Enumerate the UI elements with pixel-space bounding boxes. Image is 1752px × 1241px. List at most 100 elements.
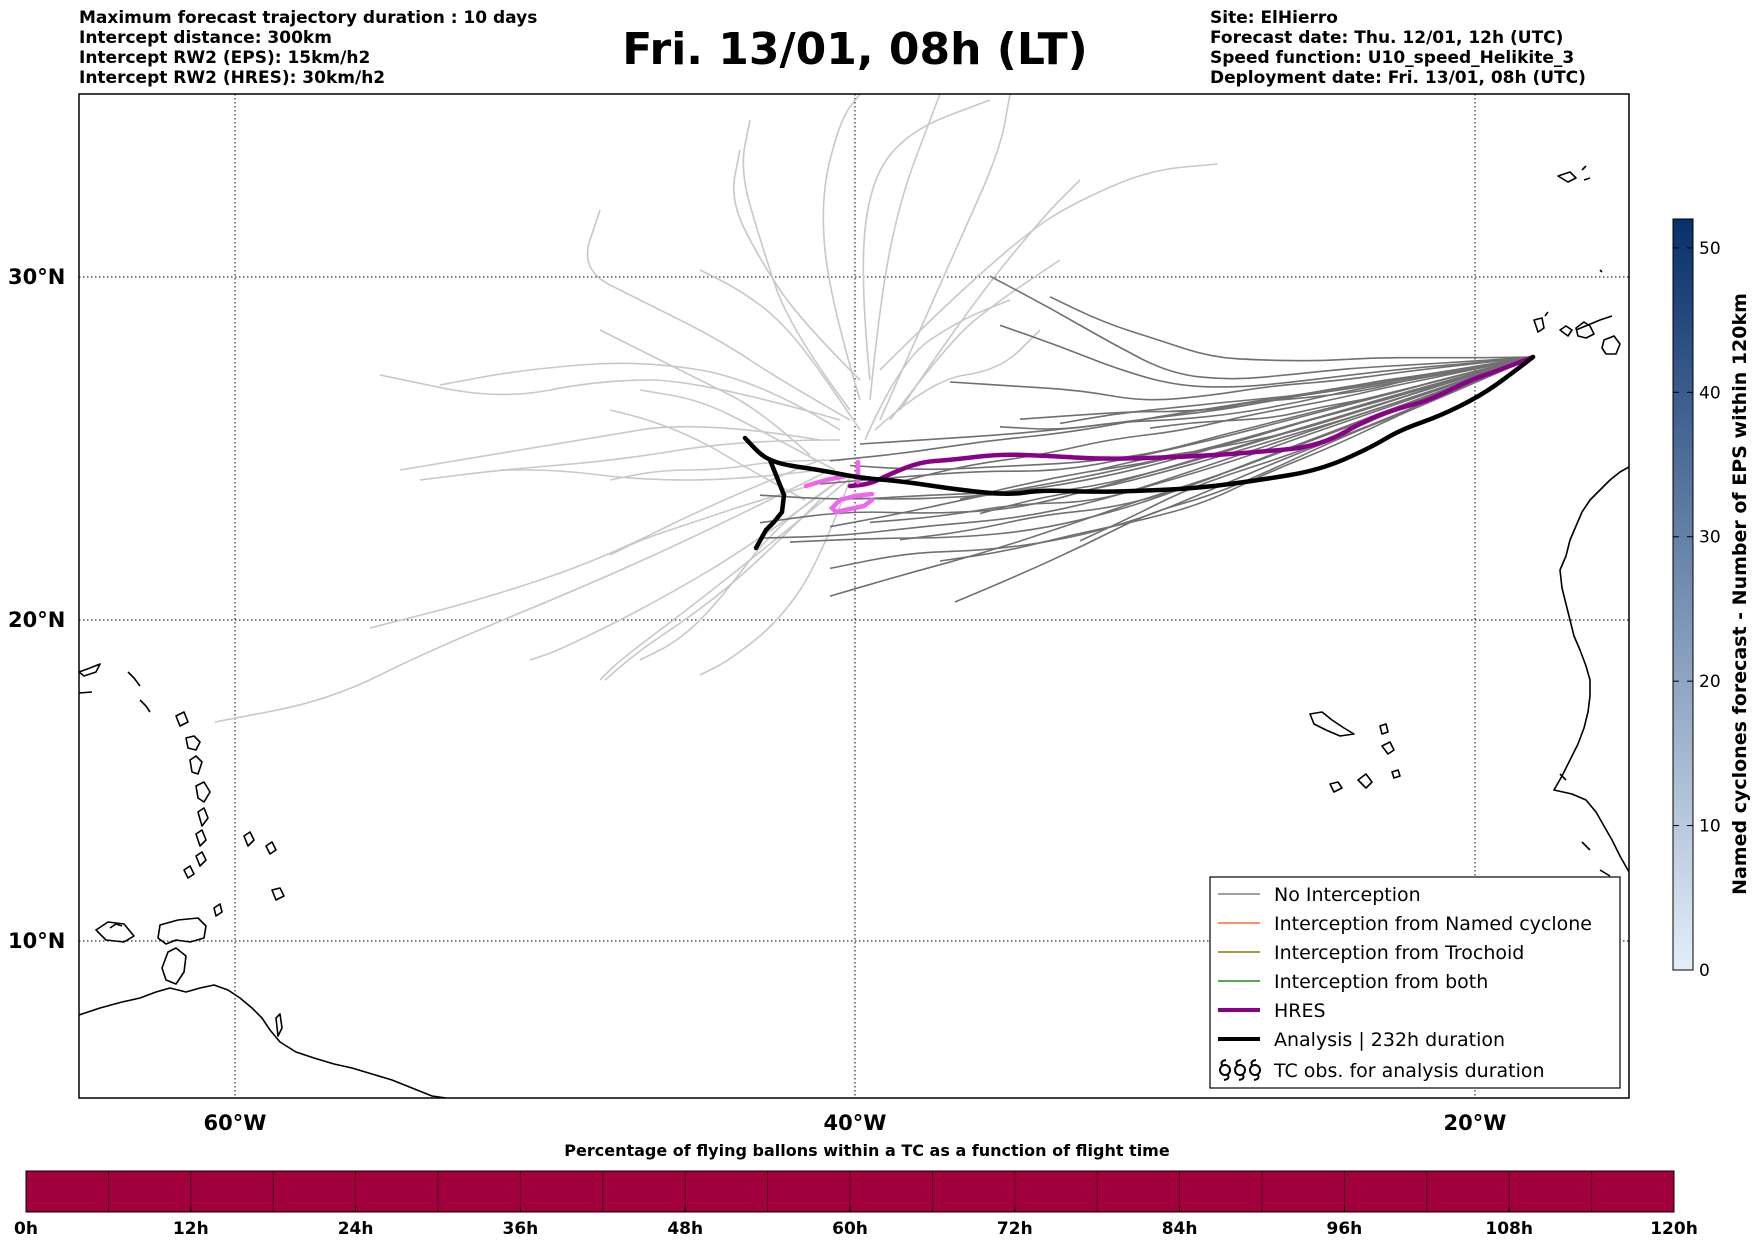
colorbar-tc-tick-label: 96h — [1327, 1219, 1363, 1239]
coastline-segment — [243, 831, 255, 847]
colorbar-eps-count: 0 10 20 30 40 50 Named cyclones forecast - Nu… — [1672, 218, 1751, 981]
colorbar-tc-tick-label: 48h — [667, 1219, 703, 1239]
lat-label-20n: 20°N — [8, 608, 65, 632]
colorbar-tc-tick-label: 108h — [1485, 1219, 1533, 1239]
eps-trajectory-line — [609, 479, 831, 556]
analysis-trajectory-line — [742, 354, 1536, 496]
coastline-segment — [157, 917, 207, 945]
eps-trajectory-line — [699, 269, 861, 431]
coastline-segment — [275, 1013, 283, 1037]
colorbar-eps-tick-label: 10 — [1699, 817, 1721, 837]
coastline-segment — [1559, 325, 1573, 337]
coastline-segment — [1533, 317, 1545, 333]
eps-trajectory-line — [869, 356, 1534, 524]
eps-trajectory-line — [869, 94, 941, 401]
legend-label: TC obs. for analysis duration — [1273, 1060, 1545, 1082]
eps-trajectory-line — [879, 94, 1011, 421]
legend-entry-hres: HRES — [1218, 1000, 1326, 1022]
colorbar-tc-tick-label: 12h — [173, 1219, 209, 1239]
colorbar-tc-title: Percentage of flying ballons within a TC… — [564, 1141, 1170, 1160]
lon-label-40w: 40°W — [824, 1111, 887, 1135]
eps-trajectory-line — [822, 94, 861, 401]
coastline-segment — [189, 755, 203, 775]
map-area — [79, 94, 1629, 1098]
lon-label-20w: 20°W — [1444, 1111, 1507, 1135]
coastline-segment — [195, 781, 211, 803]
coastline-segment — [1357, 773, 1373, 789]
colorbar-tc-percentage: Percentage of flying ballons within a TC… — [14, 1141, 1698, 1239]
legend-entry-both: Interception from both — [1218, 971, 1488, 993]
eps-trajectory-line — [879, 163, 1219, 371]
coastline-segment — [1559, 773, 1567, 781]
colorbar-eps-tick-label: 20 — [1699, 672, 1721, 692]
colorbar-tc-ticks: 0h 12h 24h 36h 48h 60h 72h 84h 96h 108h 120h — [14, 1206, 1698, 1239]
eps-trajectory-line — [1059, 356, 1534, 425]
coastline-segment — [271, 887, 285, 901]
eps-trajectory-line — [369, 459, 821, 629]
coastline-segment — [1309, 711, 1355, 737]
lat-label-10n: 10°N — [8, 929, 65, 953]
eps-trajectory-line — [949, 356, 1534, 401]
coastline-segment — [1329, 781, 1343, 793]
colorbar-tc-tick-label: 120h — [1650, 1219, 1698, 1239]
eps-trajectory-line — [529, 479, 841, 661]
param-intercept-distance: Intercept distance: 300km — [79, 28, 332, 48]
tropical-cyclone-icon — [1219, 1059, 1261, 1081]
eps-trajectory-line — [1099, 356, 1534, 471]
legend-label: No Interception — [1274, 884, 1421, 906]
eps-trajectory-line — [989, 275, 1534, 380]
coastline-segment — [1557, 171, 1577, 183]
coastline-segment — [139, 699, 151, 713]
map-frame — [78, 93, 1630, 1099]
coastline-segment — [1379, 723, 1389, 735]
eps-trajectory-line — [899, 179, 1081, 411]
coastline-segment — [1581, 165, 1587, 171]
coastline-segment — [1553, 466, 1629, 873]
coastline-segment — [175, 711, 189, 727]
legend-label: Interception from Trochoid — [1274, 942, 1524, 964]
legend-entry-trochoid: Interception from Trochoid — [1218, 942, 1524, 964]
legend-box — [1209, 876, 1621, 1089]
coastline-segment — [185, 735, 201, 751]
legend: No Interception Interception from Named … — [1209, 876, 1621, 1089]
param-intercept-eps: Intercept RW2 (EPS): 15km/h2 — [79, 48, 371, 68]
eps-trajectory-line — [399, 425, 821, 471]
eps-trajectory-line — [1049, 296, 1534, 362]
coastline-segment — [79, 984, 447, 1098]
legend-entry-tc-obs: TC obs. for analysis duration — [1219, 1059, 1545, 1082]
coastline-segment — [265, 841, 277, 855]
eps-trajectory-line — [819, 356, 1534, 485]
colorbar-eps-ticks: 0 10 20 30 40 50 — [1673, 239, 1721, 981]
coastline-segment — [79, 691, 93, 694]
colorbar-tc-tick-label: 72h — [997, 1219, 1033, 1239]
eps-trajectory-line — [500, 469, 821, 481]
analysis-trajectory-tail — [753, 457, 787, 551]
eps-trajectory-line — [214, 469, 831, 723]
coastline-segment — [109, 923, 123, 929]
coastline-segment — [195, 851, 207, 867]
eps-trajectory-line — [939, 356, 1534, 562]
eps-trajectory-line — [439, 362, 841, 431]
coastline-segment — [161, 947, 187, 985]
param-intercept-hres: Intercept RW2 (HRES): 30km/h2 — [79, 68, 386, 88]
legend-entry-no-interception: No Interception — [1218, 884, 1421, 906]
colorbar-eps-label: Named cyclones forecast - Number of EPS … — [1729, 293, 1751, 895]
colorbar-tc-tick-label: 60h — [832, 1219, 868, 1239]
eps-trajectory-line — [759, 356, 1534, 500]
eps-trajectory-line — [586, 209, 851, 421]
legend-entry-named-cyclone: Interception from Named cyclone — [1218, 913, 1592, 935]
map-axis-labels: 30°N 20°N 10°N 60°W 40°W 20°W — [8, 265, 1506, 1135]
colorbar-tc-tick-label: 84h — [1162, 1219, 1198, 1239]
coastline-segment — [197, 807, 209, 827]
analysis-trajectory — [742, 354, 1536, 551]
colorbar-eps-tick-label: 0 — [1699, 961, 1710, 981]
legend-entry-analysis: Analysis | 232h duration — [1218, 1029, 1505, 1051]
eps-trajectory-line — [742, 119, 851, 411]
info-speed-function: Speed function: U10_speed_Helikite_3 — [1210, 48, 1575, 68]
eps-trajectory-line — [759, 356, 1534, 539]
eps-trajectory-line — [699, 479, 851, 676]
coastline-segment — [183, 865, 195, 879]
coastline-segment — [1601, 335, 1621, 355]
colorbar-tc-segments — [108, 1171, 1592, 1212]
